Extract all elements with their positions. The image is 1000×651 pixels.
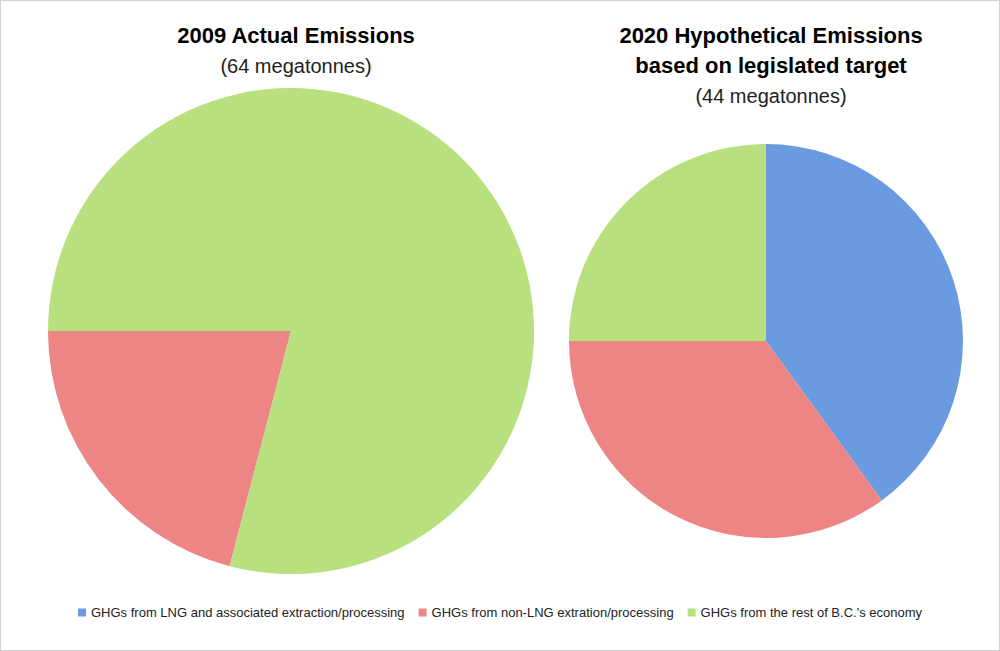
svg-text:based on legislated target: based on legislated target xyxy=(635,53,907,78)
svg-text:2009 Actual Emissions: 2009 Actual Emissions xyxy=(177,23,415,48)
svg-text:(44 megatonnes): (44 megatonnes) xyxy=(695,85,846,107)
svg-text:2020 Hypothetical Emissions: 2020 Hypothetical Emissions xyxy=(619,23,922,48)
svg-text:GHGs from the rest of B.C.'s e: GHGs from the rest of B.C.'s economy xyxy=(701,605,923,620)
svg-text:GHGs from LNG and associated e: GHGs from LNG and associated extraction/… xyxy=(91,605,405,620)
svg-text:GHGs from non-LNG extration/pr: GHGs from non-LNG extration/processing xyxy=(432,605,674,620)
svg-text:(64 megatonnes): (64 megatonnes) xyxy=(220,55,371,77)
